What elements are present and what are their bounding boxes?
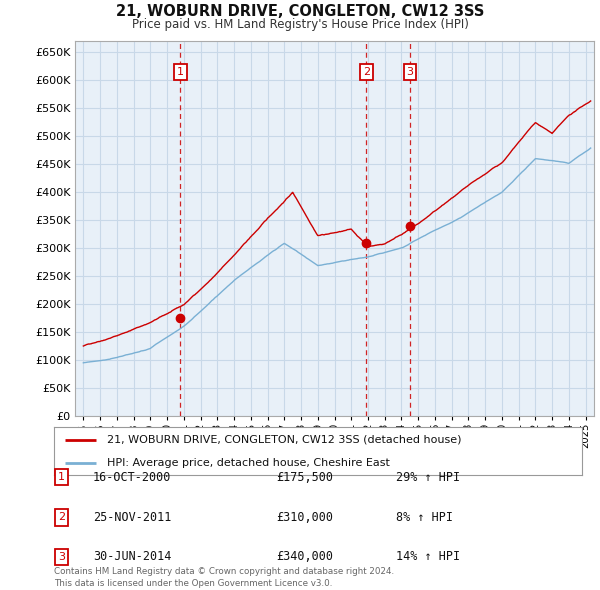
- Text: 29% ↑ HPI: 29% ↑ HPI: [396, 471, 460, 484]
- Text: 1: 1: [177, 67, 184, 77]
- Text: Price paid vs. HM Land Registry's House Price Index (HPI): Price paid vs. HM Land Registry's House …: [131, 18, 469, 31]
- Text: £310,000: £310,000: [276, 511, 333, 524]
- Text: 8% ↑ HPI: 8% ↑ HPI: [396, 511, 453, 524]
- Text: £340,000: £340,000: [276, 550, 333, 563]
- Text: 2: 2: [58, 513, 65, 522]
- Text: 14% ↑ HPI: 14% ↑ HPI: [396, 550, 460, 563]
- Text: HPI: Average price, detached house, Cheshire East: HPI: Average price, detached house, Ches…: [107, 458, 389, 468]
- Text: 21, WOBURN DRIVE, CONGLETON, CW12 3SS (detached house): 21, WOBURN DRIVE, CONGLETON, CW12 3SS (d…: [107, 435, 461, 445]
- Text: 2: 2: [363, 67, 370, 77]
- Text: 3: 3: [406, 67, 413, 77]
- Text: £175,500: £175,500: [276, 471, 333, 484]
- Text: Contains HM Land Registry data © Crown copyright and database right 2024.
This d: Contains HM Land Registry data © Crown c…: [54, 568, 394, 588]
- Text: 25-NOV-2011: 25-NOV-2011: [93, 511, 172, 524]
- Text: 1: 1: [58, 473, 65, 482]
- Text: 30-JUN-2014: 30-JUN-2014: [93, 550, 172, 563]
- Text: 16-OCT-2000: 16-OCT-2000: [93, 471, 172, 484]
- Text: 21, WOBURN DRIVE, CONGLETON, CW12 3SS: 21, WOBURN DRIVE, CONGLETON, CW12 3SS: [116, 4, 484, 19]
- Text: 3: 3: [58, 552, 65, 562]
